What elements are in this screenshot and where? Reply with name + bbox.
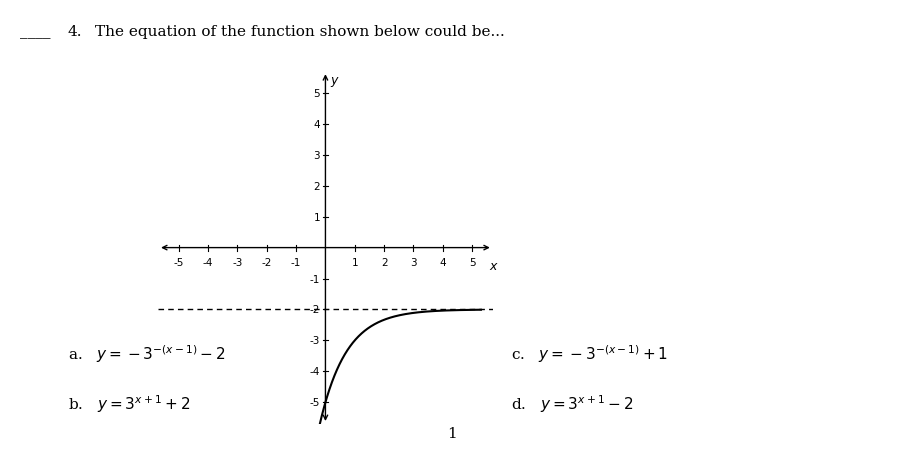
Text: 4: 4 <box>313 120 320 129</box>
Text: 2: 2 <box>313 181 320 191</box>
Text: The equation of the function shown below could be...: The equation of the function shown below… <box>95 25 504 39</box>
Text: d.   $y = 3^{x+1} - 2$: d. $y = 3^{x+1} - 2$ <box>510 392 632 414</box>
Text: 1: 1 <box>313 212 320 222</box>
Text: -4: -4 <box>310 367 320 377</box>
Text: 5: 5 <box>469 258 475 267</box>
Text: -3: -3 <box>232 258 242 267</box>
Text: -4: -4 <box>202 258 213 267</box>
Text: -3: -3 <box>310 336 320 345</box>
Text: 1: 1 <box>447 426 456 440</box>
Text: 3: 3 <box>410 258 416 267</box>
Text: 5: 5 <box>313 89 320 99</box>
Text: -5: -5 <box>173 258 183 267</box>
Text: -1: -1 <box>291 258 301 267</box>
Text: c.   $y = -3^{-(x-1)} + 1$: c. $y = -3^{-(x-1)} + 1$ <box>510 343 667 364</box>
Text: 2: 2 <box>380 258 387 267</box>
Text: -1: -1 <box>310 274 320 284</box>
Text: 4: 4 <box>439 258 445 267</box>
Text: -2: -2 <box>310 305 320 315</box>
Text: 4.: 4. <box>68 25 82 39</box>
Text: ____: ____ <box>20 25 51 39</box>
Text: x: x <box>489 260 497 273</box>
Text: b.   $y = 3^{x+1} + 2$: b. $y = 3^{x+1} + 2$ <box>68 392 190 414</box>
Text: 3: 3 <box>313 151 320 161</box>
Text: 1: 1 <box>351 258 358 267</box>
Text: a.   $y = -3^{-(x-1)} - 2$: a. $y = -3^{-(x-1)} - 2$ <box>68 343 225 364</box>
Text: -2: -2 <box>261 258 272 267</box>
Text: -5: -5 <box>310 397 320 407</box>
Text: y: y <box>330 74 338 87</box>
